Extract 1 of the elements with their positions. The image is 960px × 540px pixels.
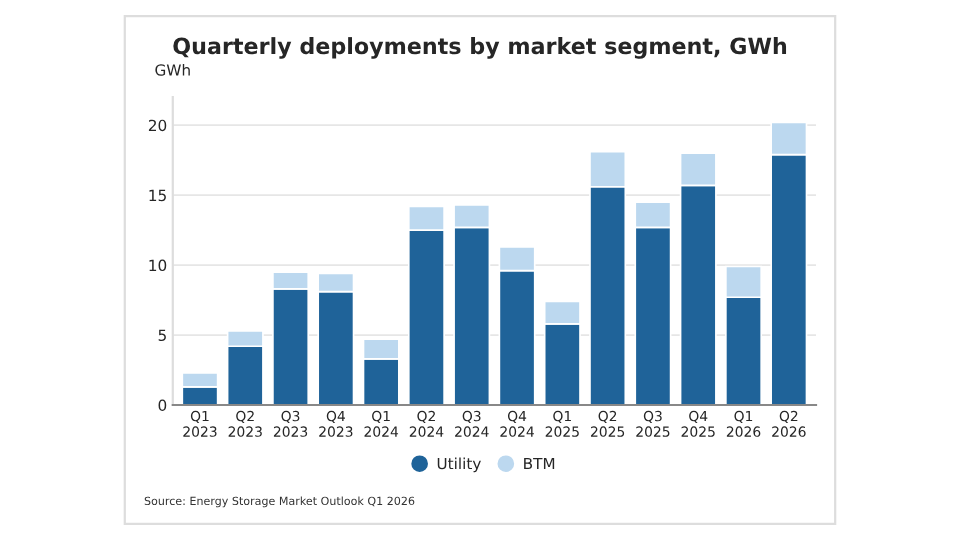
chart-title: Quarterly deployments by market segment, GWh xyxy=(173,37,787,59)
